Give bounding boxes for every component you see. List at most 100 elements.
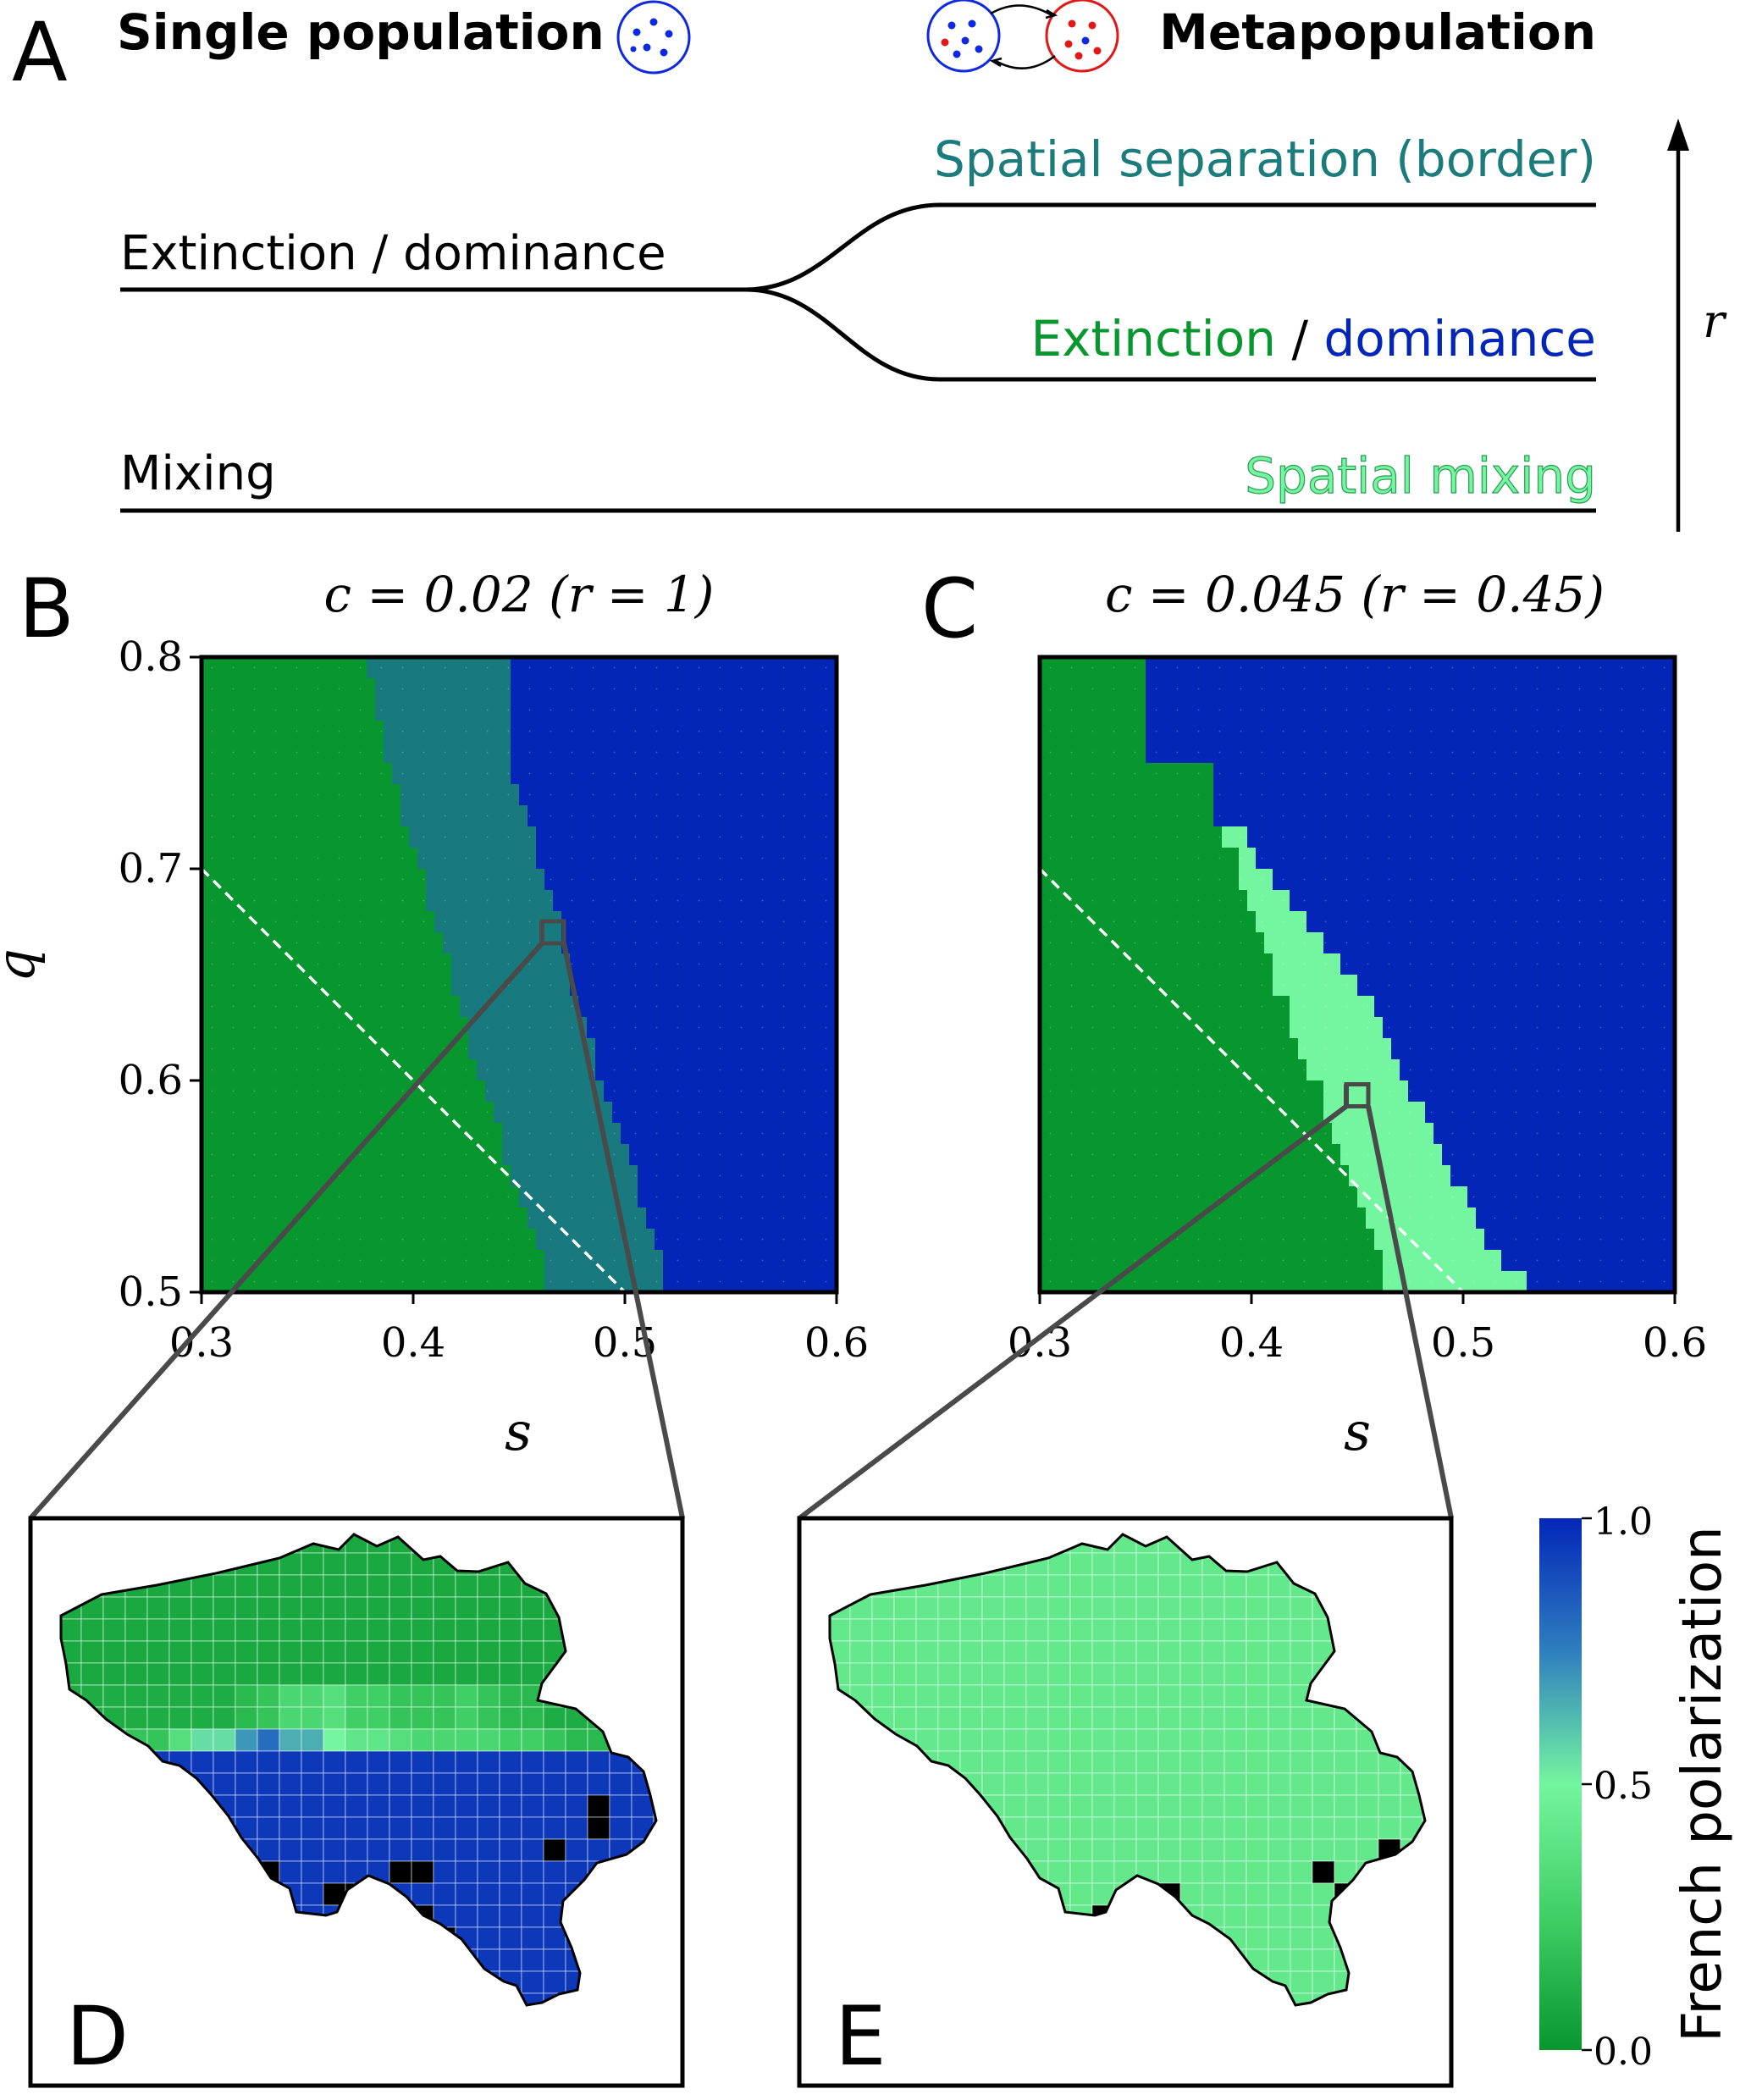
cell-extinction bbox=[1040, 1271, 1383, 1292]
cell-dominance bbox=[604, 1080, 837, 1102]
label-mixing-single: Mixing bbox=[120, 446, 276, 501]
cell-extinction bbox=[202, 911, 434, 933]
cell-dominance bbox=[570, 953, 837, 975]
cell-dominance bbox=[1433, 1123, 1675, 1145]
cell-dominance bbox=[595, 1059, 837, 1081]
cell-intermediate bbox=[384, 721, 511, 743]
cell-extinction bbox=[202, 1165, 511, 1187]
cell-dominance bbox=[1146, 721, 1675, 743]
y-tick-label: 0.5 bbox=[119, 1268, 183, 1316]
cell-dominance bbox=[1146, 742, 1675, 764]
cell-dominance bbox=[561, 932, 837, 954]
cell-extinction bbox=[202, 996, 460, 1018]
cell-dominance bbox=[595, 1038, 837, 1060]
cell-dominance bbox=[1476, 1208, 1675, 1230]
cell-dominance bbox=[1391, 1038, 1675, 1060]
x-tick-label: 0.6 bbox=[1643, 1319, 1707, 1367]
cell-extinction bbox=[202, 678, 375, 700]
cell-extinction bbox=[1040, 890, 1247, 912]
cell-extinction bbox=[1040, 911, 1256, 933]
cell-dominance bbox=[1450, 1165, 1675, 1187]
cell-extinction bbox=[1040, 657, 1146, 679]
cell-dominance bbox=[621, 1123, 837, 1145]
cell-extinction bbox=[1040, 848, 1239, 870]
chart-b-xlabel: s bbox=[505, 1401, 532, 1462]
cell-dominance bbox=[655, 1229, 837, 1251]
cell-extinction bbox=[202, 869, 426, 891]
cell-intermediate bbox=[477, 1059, 595, 1081]
cell-extinction bbox=[202, 805, 400, 827]
cell-extinction bbox=[202, 1186, 519, 1208]
x-tick-label: 0.3 bbox=[1008, 1319, 1072, 1367]
colorbar: 1.0 0.5 0.0 French polarization bbox=[1539, 1500, 1734, 2074]
panel-letter-a: A bbox=[12, 5, 68, 100]
bifurcation-upper-branch bbox=[120, 202, 1596, 292]
cell-dominance bbox=[1213, 763, 1675, 785]
cell-extinction bbox=[202, 1208, 528, 1230]
cell-extinction bbox=[202, 699, 375, 721]
cell-intermediate bbox=[1239, 848, 1256, 870]
cell-intermediate bbox=[544, 1271, 663, 1292]
chart-b-ylabel: q bbox=[0, 948, 47, 982]
cell-intermediate bbox=[1357, 1186, 1467, 1208]
y-tick-label: 0.7 bbox=[119, 845, 183, 892]
cell-extinction bbox=[1040, 763, 1213, 785]
chart-b-frame bbox=[199, 655, 839, 1295]
cell-extinction bbox=[1040, 784, 1213, 806]
cell-dominance bbox=[561, 911, 837, 933]
cell-extinction bbox=[1040, 869, 1239, 891]
cell-extinction bbox=[1040, 742, 1146, 764]
cell-dominance bbox=[1256, 848, 1675, 870]
cell-dominance bbox=[1400, 1059, 1675, 1081]
cell-extinction bbox=[202, 1271, 544, 1292]
cell-dominance bbox=[663, 1250, 837, 1272]
cell-dominance bbox=[1408, 1080, 1675, 1102]
cell-dominance bbox=[1247, 826, 1675, 848]
cell-dominance bbox=[570, 975, 837, 997]
cell-dominance bbox=[1306, 911, 1675, 933]
cell-dominance bbox=[612, 1102, 837, 1124]
cell-extinction bbox=[202, 742, 384, 764]
cell-intermediate bbox=[451, 953, 570, 975]
cell-extinction bbox=[202, 953, 451, 975]
cell-extinction bbox=[202, 721, 384, 743]
cell-extinction bbox=[1040, 1059, 1306, 1081]
cell-dominance bbox=[638, 1186, 837, 1208]
panel-letter-b: B bbox=[19, 561, 75, 656]
cell-dominance bbox=[553, 890, 837, 912]
cell-extinction bbox=[1040, 699, 1146, 721]
r-axis-arrowhead bbox=[1667, 119, 1689, 151]
cell-intermediate bbox=[468, 1017, 587, 1039]
cell-dominance bbox=[1146, 699, 1675, 721]
cell-dominance bbox=[578, 996, 837, 1018]
r-axis-label: r bbox=[1703, 295, 1727, 348]
colorbar-label: French polarization bbox=[1671, 1526, 1734, 2042]
y-tick-label: 0.6 bbox=[119, 1057, 183, 1104]
colorbar-gradient bbox=[1539, 1518, 1582, 2050]
cell-extinction bbox=[1040, 1229, 1374, 1251]
bifurcation-lower-branch bbox=[744, 287, 1596, 382]
cell-dominance bbox=[536, 826, 837, 848]
chart-c-ticks: 0.3 0.4 0.5 0.6 bbox=[1008, 1292, 1707, 1367]
cell-dominance bbox=[1425, 1102, 1675, 1124]
cell-intermediate bbox=[375, 678, 511, 700]
cell-extinction bbox=[202, 1123, 502, 1145]
cell-dominance bbox=[1340, 953, 1675, 975]
zoom-connector-lines bbox=[28, 921, 1454, 1521]
chart-b-ticks: 0.3 0.4 0.5 0.60.80.70.60.5 bbox=[119, 633, 870, 1367]
single-population-heading: Single population bbox=[117, 3, 605, 61]
cell-extinction bbox=[202, 784, 400, 806]
cell-intermediate bbox=[511, 1165, 638, 1187]
cell-intermediate bbox=[1256, 911, 1306, 933]
cell-dominance bbox=[1213, 784, 1675, 806]
cell-dominance bbox=[511, 721, 837, 743]
cell-extinction bbox=[1040, 1102, 1323, 1124]
cell-dominance bbox=[1273, 869, 1675, 891]
cell-intermediate bbox=[1239, 869, 1273, 891]
cell-intermediate bbox=[426, 869, 544, 891]
cell-extinction bbox=[202, 1229, 536, 1251]
cell-intermediate bbox=[1273, 953, 1340, 975]
cell-dominance bbox=[1527, 1271, 1675, 1292]
chart-b-heatmap bbox=[202, 657, 837, 1292]
